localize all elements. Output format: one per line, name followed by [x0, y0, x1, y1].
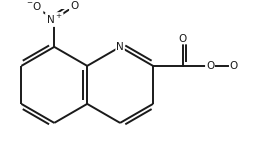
- Text: O: O: [179, 34, 187, 44]
- Text: N: N: [116, 42, 124, 52]
- Text: $^{-}$O: $^{-}$O: [27, 0, 43, 12]
- Text: O: O: [206, 61, 214, 71]
- Text: O: O: [230, 61, 238, 71]
- Text: N$^+$: N$^+$: [46, 13, 63, 26]
- Text: O: O: [70, 1, 78, 11]
